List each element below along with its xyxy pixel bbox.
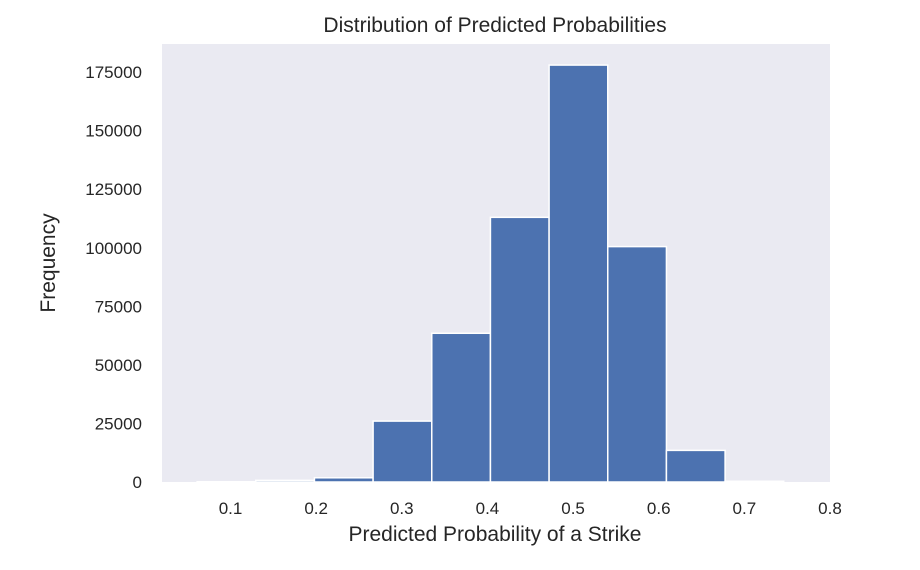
histogram-bar	[665, 449, 726, 483]
histogram-bar	[255, 479, 316, 483]
x-tick-label: 0.2	[304, 499, 328, 518]
x-axis-label: Predicted Probability of a Strike	[349, 523, 642, 546]
y-tick-label: 175000	[85, 63, 142, 82]
histogram-bar	[607, 245, 668, 483]
y-tick-label: 0	[133, 473, 142, 492]
histogram-bar	[489, 216, 550, 483]
histogram-bar	[313, 477, 374, 483]
y-tick-labels: 0 25000 50000 75000 100000 125000 150000 175000	[85, 63, 142, 492]
bars-group	[196, 64, 785, 483]
histogram-bar	[372, 420, 433, 483]
chart-title: Distribution of Predicted Probabilities	[323, 14, 666, 37]
x-tick-label: 0.8	[818, 499, 842, 518]
x-tick-label: 0.7	[733, 499, 757, 518]
y-tick-label: 125000	[85, 180, 142, 199]
x-tick-labels: 0.1 0.2 0.3 0.4 0.5 0.6 0.7 0.8	[219, 499, 842, 518]
x-tick-label: 0.3	[390, 499, 414, 518]
histogram-bar	[548, 64, 609, 483]
y-tick-label: 25000	[95, 414, 142, 433]
y-tick-label: 100000	[85, 239, 142, 258]
x-tick-label: 0.6	[647, 499, 671, 518]
y-tick-label: 75000	[95, 297, 142, 316]
x-tick-label: 0.1	[219, 499, 243, 518]
histogram-bar	[431, 332, 492, 483]
y-tick-label: 150000	[85, 122, 142, 141]
x-tick-label: 0.5	[561, 499, 585, 518]
x-tick-label: 0.4	[476, 499, 500, 518]
y-tick-label: 50000	[95, 356, 142, 375]
histogram-bar	[724, 480, 785, 483]
y-axis-label: Frequency	[37, 213, 60, 313]
